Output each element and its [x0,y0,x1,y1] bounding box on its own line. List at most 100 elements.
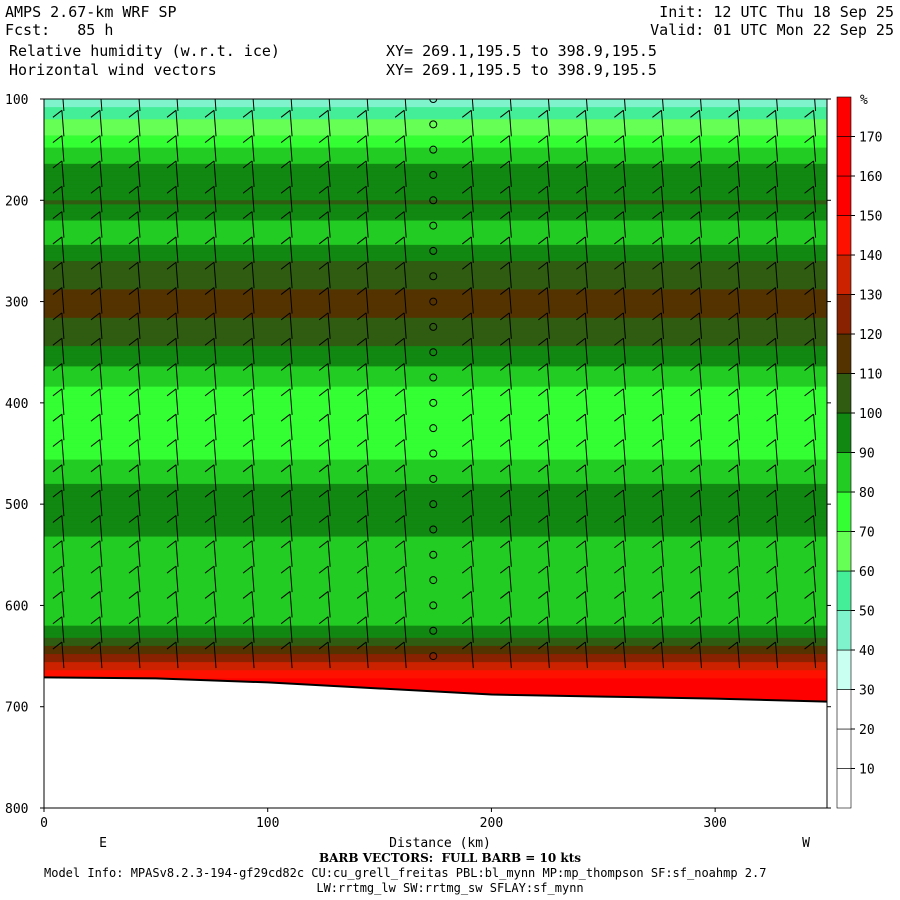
barb-staff [61,515,65,542]
barb-flag [461,211,472,220]
barb-staff [546,388,550,415]
rh-band [44,520,827,525]
barb-flag [729,85,738,92]
barb-flag [204,565,215,574]
barb-staff [251,287,255,314]
rh-band [44,232,827,238]
rh-band [44,147,827,153]
rh-band [44,184,827,189]
barb-staff [213,110,217,137]
barb-staff [403,160,407,188]
barb-flag [204,135,215,144]
barb-flag [690,540,700,549]
rh-band [44,192,827,197]
barb-flag [461,591,472,599]
barb-flag [394,109,405,118]
barb-flag [280,565,291,574]
barb-staff [508,236,512,263]
barb-staff [508,642,512,669]
rh-band [44,682,827,687]
barb-staff [775,388,779,415]
barb-flag [614,312,624,321]
rh-band [44,390,827,396]
barb-staff [660,439,664,466]
barb-staff [622,414,626,441]
barb-flag [461,565,472,574]
barb-flag [652,363,662,371]
barb-flag [576,540,586,549]
barb-staff [584,414,588,441]
rh-band [44,516,827,521]
barb-staff [547,99,550,112]
barb-staff [175,338,179,365]
barb-staff [403,236,407,263]
rh-band [44,532,827,538]
barb-staff [137,186,141,213]
barb-flag [804,388,814,397]
xy-line-1: XY= 269.1,195.5 to 398.9,195.5 [386,42,657,60]
rh-band [44,252,827,258]
calm-circle [429,424,438,433]
barb-flag [690,464,700,473]
barb-staff [137,414,141,441]
calm-circle [429,601,438,610]
barb-staff [403,464,407,491]
barb-flag [767,85,776,92]
rh-band [44,325,827,331]
barb-flag [166,591,177,599]
colorbar-label: 80 [859,486,875,501]
barb-flag [728,439,738,447]
rh-band [44,131,827,136]
barb-flag [728,540,738,549]
barb-flag [52,236,63,245]
barb-flag [128,439,139,447]
barb-flag [576,489,586,498]
barb-flag [804,616,814,625]
barb-flag [804,591,814,599]
barb-flag [166,489,177,498]
barb-flag [394,439,405,447]
barb-flag [500,464,510,473]
calm-circle [429,576,438,585]
barb-staff [698,515,702,542]
barb-flag [318,464,329,473]
barb-staff [213,312,217,339]
x-tick-label: 100 [256,816,279,831]
barb-flag [576,312,586,321]
barb-staff [327,540,331,567]
barb-flag [394,515,405,523]
barb-flag [204,261,215,270]
barb-staff [403,439,407,466]
barb-staff [365,490,369,517]
barb-staff [470,388,474,415]
colorbar: 10 20 30 40 50 60 70 80 90 100 110 120 130 140 150 160 1… [836,96,882,809]
barb-flag [128,363,139,371]
barb-flag [614,236,624,245]
barb-flag [804,185,814,194]
rh-band [44,208,827,213]
rh-band [44,293,827,299]
barb-staff [622,540,626,567]
barb-staff [403,338,407,365]
barb-staff [213,591,217,618]
barb-flag [318,540,329,549]
rh-band [44,609,827,615]
barb-staff [508,464,512,491]
barb-staff [99,515,103,542]
barb-staff [403,540,407,567]
barb-staff [99,464,103,491]
rh-band [44,475,827,481]
rh-band [44,159,827,165]
barb-staff [698,490,702,517]
barb-staff [289,464,293,491]
barb-column [52,99,65,669]
rh-band [44,305,827,311]
barb-flag [318,211,329,220]
barb-staff [584,566,588,593]
colorbar-swatch [836,452,852,493]
rh-band [44,568,827,574]
barb-staff [775,287,779,314]
init-time: Init: 12 UTC Thu 18 Sep 25 [659,3,894,21]
colorbar-label: 160 [859,170,882,185]
rh-band [44,115,827,120]
